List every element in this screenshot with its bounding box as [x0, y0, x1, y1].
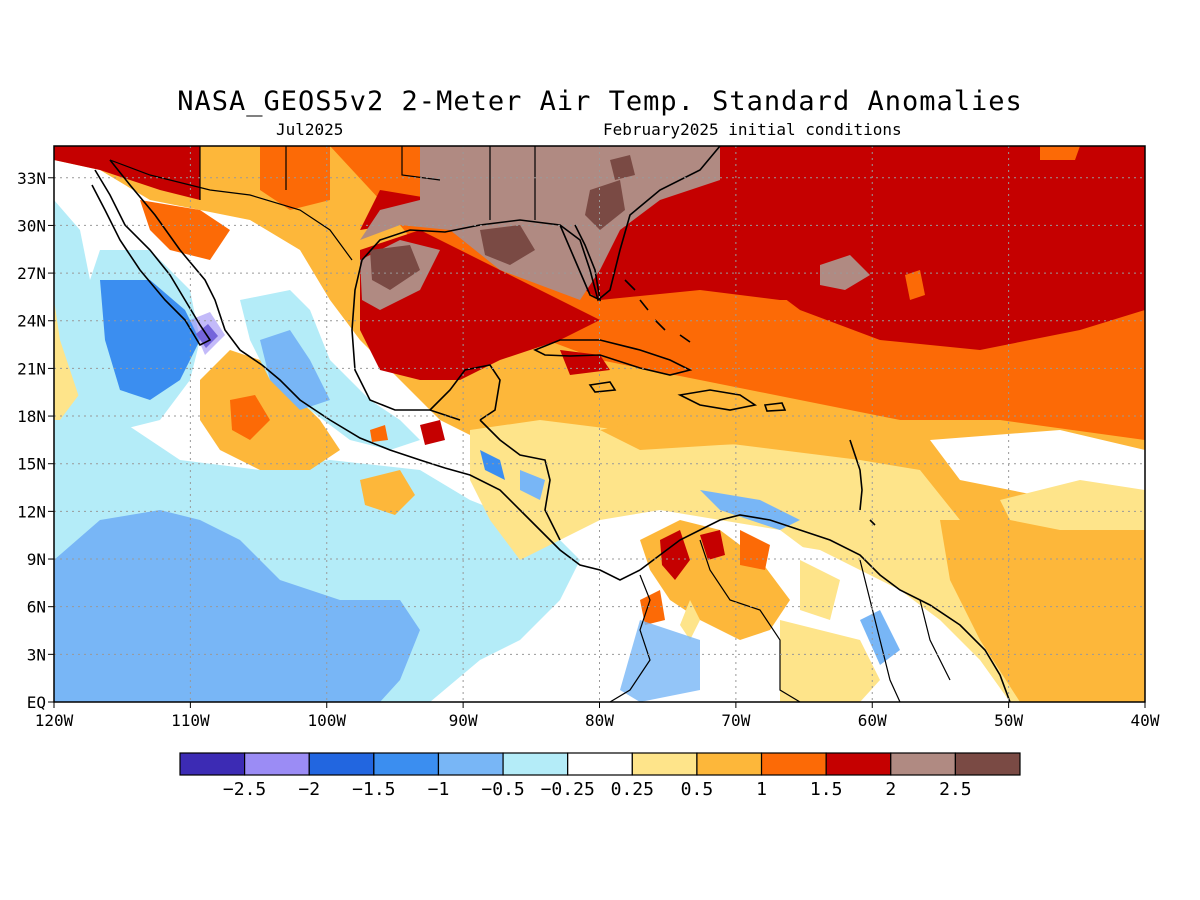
lon-label: 90W: [449, 711, 478, 730]
lon-label: 50W: [994, 711, 1023, 730]
graticule: [54, 146, 1145, 702]
map-title: NASA_GEOS5v2 2-Meter Air Temp. Standard …: [177, 86, 1023, 117]
lon-label: 60W: [858, 711, 887, 730]
colorbar-swatch: [437, 752, 504, 776]
colorbar-swatch: [373, 752, 440, 776]
colorbar: [179, 752, 1021, 776]
colorbar-label: 1.5: [810, 779, 843, 800]
colorbar-swatch: [308, 752, 375, 776]
lon-label: 100W: [307, 711, 346, 730]
lat-label: 33N: [17, 169, 46, 188]
colorbar-label: 2: [885, 779, 896, 800]
lat-label: 30N: [17, 216, 46, 235]
forecast-month: Jul2025: [276, 120, 344, 139]
colorbar-label: −2: [298, 779, 320, 800]
colorbar-swatch: [179, 752, 246, 776]
colorbar-swatch: [502, 752, 569, 776]
colorbar-swatch: [244, 752, 310, 776]
colorbar-label: 0.25: [611, 779, 654, 800]
lon-label: 110W: [171, 711, 210, 730]
colorbar-label: 0.5: [681, 779, 714, 800]
lat-label: 18N: [17, 407, 46, 426]
colorbar-label: 2.5: [939, 779, 972, 800]
colorbar-swatch: [825, 752, 892, 776]
south-atlantic-orange: [940, 520, 1145, 702]
colorbar-label: 1: [756, 779, 767, 800]
colorbar-swatch: [567, 752, 633, 776]
colorbar-swatch: [760, 752, 827, 776]
mexico-north-red: [54, 146, 200, 200]
lat-label: 24N: [17, 312, 46, 331]
colorbar-label: −0.5: [481, 779, 524, 800]
colorbar-label: −0.25: [541, 779, 595, 800]
colorbar-swatch: [696, 752, 763, 776]
lon-label: 70W: [721, 711, 750, 730]
colorbar-swatch: [631, 752, 698, 776]
lon-label: 40W: [1131, 711, 1160, 730]
longitude-axis: 120W 110W 100W 90W 80W 70W 60W 50W 40W: [35, 702, 1160, 730]
colorbar-label: −2.5: [223, 779, 266, 800]
colorbar-swatch: [890, 752, 956, 776]
lat-label: EQ: [27, 693, 46, 712]
initial-conditions-label: February2025 initial conditions: [603, 120, 902, 139]
lat-label: 15N: [17, 455, 46, 474]
colorbar-label: −1: [428, 779, 450, 800]
lat-label: 12N: [17, 502, 46, 521]
latitude-axis: EQ 3N 6N 9N 12N 15N 18N 21N 24N 27N 30N 33N: [17, 169, 54, 712]
lat-label: 21N: [17, 359, 46, 378]
lon-label: 120W: [35, 711, 74, 730]
central-mexico-blue: [240, 290, 420, 450]
lat-label: 27N: [17, 264, 46, 283]
lat-label: 9N: [27, 550, 46, 569]
lat-label: 3N: [27, 645, 46, 664]
colorbar-label: −1.5: [352, 779, 395, 800]
lon-label: 80W: [585, 711, 614, 730]
colorbar-labels: −2.5 −2 −1.5 −1 −0.5 −0.25 0.25 0.5 1 1.5 2 2.5: [223, 779, 972, 800]
mexico-pacific-orange: [200, 350, 340, 470]
lat-label: 6N: [27, 598, 46, 617]
colorbar-swatch: [954, 752, 1021, 776]
